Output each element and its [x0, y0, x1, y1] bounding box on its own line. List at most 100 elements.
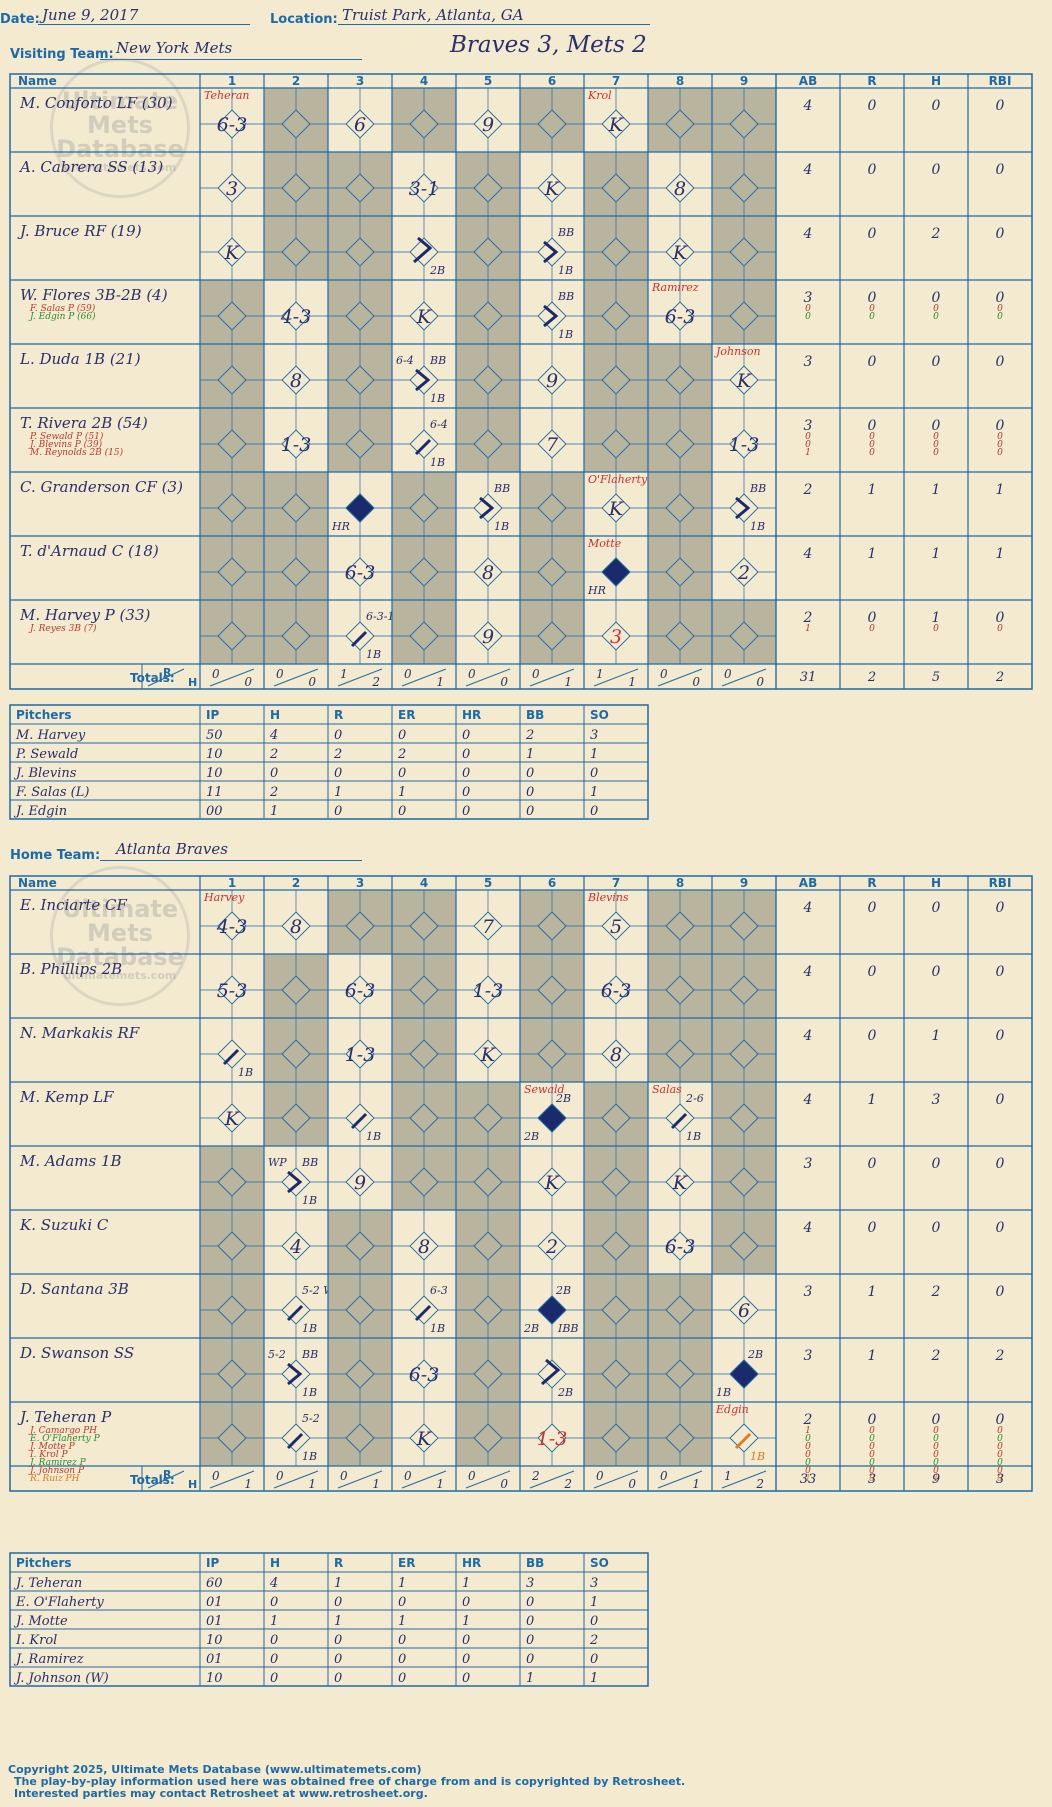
base-diamond: [345, 557, 375, 587]
pitcher-stat: 1: [526, 747, 534, 762]
inning-runs: 2: [531, 1469, 540, 1483]
substitute-name: J. Blevins P (39): [28, 439, 103, 450]
batter-stat: 0: [996, 418, 1005, 434]
base-diamond: [281, 1039, 311, 1069]
base-diamond: [281, 237, 311, 267]
batter-stat: 1: [805, 1474, 811, 1484]
pitcher-stat: 0: [398, 1671, 406, 1686]
hit-type: 2B: [523, 1322, 539, 1335]
base-diamond: [473, 429, 503, 459]
base-diamond: [345, 173, 375, 203]
batter-stat: 1: [932, 482, 941, 498]
base-diamond: [473, 365, 503, 395]
totals-label: Totals:: [130, 671, 175, 685]
watermark-line3: Database: [56, 135, 184, 163]
totals-h-label: H: [188, 1478, 197, 1491]
pitcher-name: J. Edgin: [13, 804, 67, 819]
play-result: 1-3: [281, 434, 312, 456]
pitcher-stat: 1: [398, 1614, 406, 1629]
hit-type: 1B: [750, 520, 765, 533]
pitchers-header: R: [334, 1556, 343, 1570]
base-diamond: [409, 109, 439, 139]
batter-stat: 0: [805, 440, 811, 450]
batter-stat: 0: [933, 448, 939, 458]
play-result: 3-1: [409, 178, 440, 200]
batter-stat: 4: [803, 98, 813, 114]
base-diamond: [345, 109, 375, 139]
stat-header: R: [867, 876, 876, 890]
inning-total-slash: [401, 1470, 447, 1489]
base-diamond: [729, 429, 759, 459]
advance-path: [350, 630, 368, 648]
inning-total-slash: [593, 1470, 639, 1489]
play-result: K: [416, 1428, 433, 1450]
base-diamond: [601, 975, 631, 1005]
base-diamond: [281, 429, 311, 459]
batter-stat: 0: [932, 162, 941, 178]
batter-stat: 0: [997, 440, 1003, 450]
pitcher-stat: 0: [334, 766, 342, 781]
inning-total-slash: [657, 1470, 703, 1489]
pitcher-stat: 0: [462, 804, 470, 819]
base-diamond: [665, 1167, 695, 1197]
pitcher-stat: 3: [526, 1576, 534, 1591]
game-location: Truist Park, Atlanta, GA: [342, 6, 524, 24]
pitcher-change-note: O'Flaherty: [588, 473, 648, 486]
team-total: 3: [996, 1472, 1004, 1487]
batter-stat: 0: [933, 624, 939, 634]
hit-note: BB: [749, 482, 766, 495]
totals-label: Totals:: [130, 1473, 175, 1487]
pitcher-change-note: Ramirez: [651, 281, 699, 294]
substitute-name: I. Krol P: [29, 1450, 68, 1460]
hit-note: 1B: [716, 1386, 731, 1399]
base-diamond: [473, 1231, 503, 1261]
totals-slash: [147, 668, 185, 687]
batter-stat: 0: [996, 226, 1005, 242]
home-team-label: Home Team:: [10, 848, 101, 863]
inning-hits: 0: [244, 675, 252, 689]
batter-stat: 0: [933, 1466, 939, 1476]
base-diamond: [345, 429, 375, 459]
play-result: 1-3: [729, 434, 760, 456]
batter-stat: 0: [996, 290, 1005, 306]
advance-path: [543, 240, 559, 264]
batter-stat: 0: [868, 1412, 877, 1428]
play-result: 4-3: [280, 306, 312, 328]
pitcher-stat: 0: [526, 785, 534, 800]
inning-hits: 1: [436, 675, 444, 689]
batter-stat: 0: [996, 98, 1005, 114]
pitcher-stat: 0: [462, 1595, 470, 1610]
batter-stat: 0: [932, 1412, 941, 1428]
base-diamond: [537, 557, 567, 587]
pitcher-stat: 01: [206, 1652, 223, 1667]
base-diamond: [409, 365, 439, 395]
base-diamond: [665, 429, 695, 459]
base-diamond: [665, 621, 695, 651]
base-diamond: [281, 1231, 311, 1261]
batter-stat: 1: [805, 1426, 811, 1436]
pitcher-stat: 2: [589, 1633, 598, 1648]
pitcher-stat: 0: [526, 1633, 534, 1648]
visiting-team-name: New York Mets: [116, 39, 233, 57]
pitcher-stat: 0: [526, 804, 534, 819]
base-diamond: [409, 1423, 439, 1453]
base-diamond: [729, 1103, 759, 1133]
base-diamond: [409, 1167, 439, 1197]
base-diamond: [217, 911, 247, 941]
substitute-name: J. Camargo PH: [28, 1426, 97, 1436]
pitcher-stat: 0: [526, 1614, 534, 1629]
inning-header: 2: [292, 876, 300, 890]
advance-path: [413, 236, 433, 264]
hit-note: 6-3: [430, 1284, 448, 1297]
advance-path: [670, 1112, 688, 1130]
hit-type: 1B: [302, 1322, 317, 1335]
batter-stat: 0: [868, 1028, 877, 1044]
pitcher-stat: 0: [270, 1671, 278, 1686]
stat-header: RBI: [989, 74, 1012, 88]
pitcher-stat: 1: [270, 1614, 278, 1629]
pitcher-stat: 0: [270, 1652, 278, 1667]
base-diamond: [281, 1359, 311, 1389]
base-diamond: [409, 173, 439, 203]
batter-name: B. Phillips 2B: [19, 960, 122, 978]
base-diamond: [345, 1359, 375, 1389]
